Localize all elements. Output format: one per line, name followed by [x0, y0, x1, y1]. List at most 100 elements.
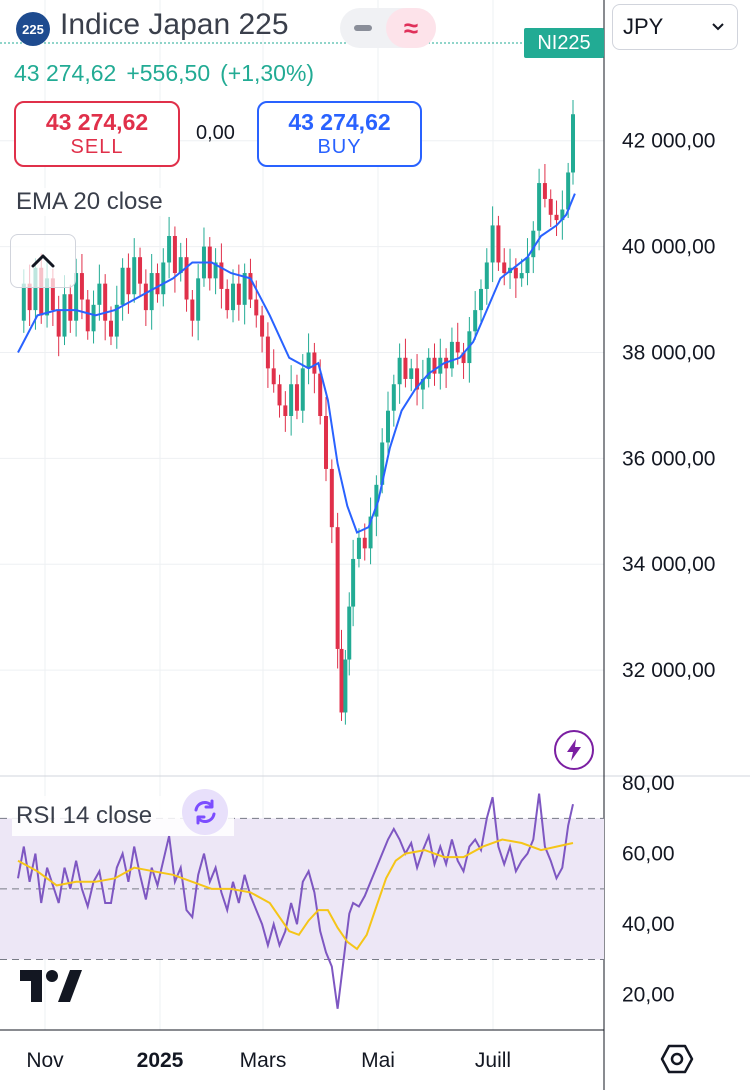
price-tick-label: 32 000,00	[622, 659, 715, 682]
candle-body	[225, 288, 230, 311]
candle-body	[132, 257, 137, 295]
candle-body	[167, 236, 172, 263]
candle-body	[196, 278, 201, 321]
candle-body	[351, 558, 356, 607]
candle-body	[362, 537, 367, 549]
candle-body	[484, 262, 489, 289]
candle-body	[312, 352, 317, 374]
time-tick-label: Mai	[361, 1049, 395, 1072]
chevron-up-icon	[31, 254, 55, 268]
candle-body	[39, 267, 44, 316]
price-tick-label: 36 000,00	[622, 447, 715, 470]
candle-body	[178, 257, 183, 274]
candle-body	[324, 416, 329, 469]
refresh-icon[interactable]	[182, 789, 228, 835]
price-change: +556,50	[126, 60, 211, 86]
candle-body	[143, 283, 148, 311]
rsi-tick-label: 60,00	[622, 843, 675, 866]
collapse-legend-button[interactable]	[10, 234, 76, 288]
candle-body	[231, 283, 236, 311]
candle-body	[213, 262, 218, 279]
candle-body	[155, 273, 160, 295]
symbol-title[interactable]: Indice Japan 225	[60, 8, 289, 41]
candle-body	[300, 368, 305, 411]
candle-body	[79, 273, 84, 300]
candle-body	[478, 288, 483, 311]
candle-body	[27, 283, 32, 311]
sell-button[interactable]: 43 274,62 SELL	[14, 101, 180, 167]
ema-legend[interactable]: EMA 20 close	[16, 188, 163, 216]
spread-value: 0,00	[196, 122, 235, 144]
sell-price: 43 274,62	[45, 109, 149, 135]
price-tick-label: 38 000,00	[622, 341, 715, 364]
candle-body	[356, 537, 361, 559]
candle-body	[335, 527, 340, 649]
candle-body	[380, 442, 385, 485]
candle-body	[519, 273, 524, 279]
candle-body	[347, 606, 352, 660]
candle-body	[120, 267, 125, 305]
candle-body	[108, 320, 113, 337]
candle-body	[548, 198, 553, 215]
candle-body	[318, 373, 323, 416]
candle-body	[455, 341, 460, 353]
candle-body	[254, 299, 259, 316]
chart-type-toggle[interactable]: ≈	[340, 8, 436, 48]
time-tick-label: Juill	[475, 1049, 511, 1072]
candle-body	[219, 262, 224, 289]
candle-body	[432, 357, 437, 374]
candle-body	[85, 299, 90, 332]
hexagon-settings-icon[interactable]	[660, 1042, 694, 1076]
candle-body	[74, 273, 79, 321]
wave-icon[interactable]: ≈	[386, 8, 436, 48]
price-tick-label: 42 000,00	[622, 130, 715, 153]
candle-body	[242, 273, 247, 305]
symbol-badge[interactable]: 225	[16, 12, 50, 46]
candle-body	[343, 659, 348, 713]
minus-icon[interactable]	[340, 8, 386, 48]
candle-body	[571, 114, 575, 173]
currency-label: JPY	[623, 14, 664, 39]
time-tick-label: Mars	[240, 1049, 287, 1072]
price-summary: 43 274,62 +556,50 (+1,30%)	[14, 60, 324, 87]
candle-body	[248, 273, 253, 300]
price-tick-label: 40 000,00	[622, 236, 715, 259]
candle-body	[374, 484, 379, 517]
buy-button[interactable]: 43 274,62 BUY	[257, 101, 422, 167]
tradingview-logo	[20, 970, 82, 1002]
price-change-percent: (+1,30%)	[220, 60, 315, 86]
chevron-down-icon	[712, 23, 724, 31]
currency-select[interactable]: JPY	[612, 4, 738, 50]
candle-body	[513, 267, 518, 279]
candle-body	[260, 315, 265, 337]
candle-body	[566, 172, 571, 210]
candle-body	[283, 405, 288, 416]
lightning-icon[interactable]	[554, 730, 594, 770]
candle-body	[397, 357, 402, 385]
buy-label: BUY	[317, 136, 362, 158]
candle-body	[496, 225, 501, 263]
candle-body	[50, 278, 55, 311]
candle-body	[386, 410, 390, 443]
sell-label: SELL	[70, 136, 124, 158]
candle-body	[184, 257, 189, 300]
candle-body	[236, 283, 241, 305]
candle-body	[62, 294, 67, 337]
candle-body	[306, 352, 311, 369]
candle-body	[525, 257, 530, 274]
candle-body	[329, 468, 334, 528]
candle-body	[45, 278, 50, 316]
candle-body	[409, 368, 414, 379]
candle-body	[560, 209, 565, 221]
rsi-tick-label: 20,00	[622, 984, 675, 1007]
buy-price: 43 274,62	[288, 109, 391, 135]
candle-body	[554, 214, 559, 221]
candle-body	[339, 648, 344, 713]
candle-body	[103, 283, 108, 321]
candle-body	[403, 357, 408, 379]
candle-body	[289, 384, 294, 416]
candle-body	[271, 368, 276, 385]
candle-body	[265, 336, 270, 369]
candle-body	[368, 516, 373, 549]
